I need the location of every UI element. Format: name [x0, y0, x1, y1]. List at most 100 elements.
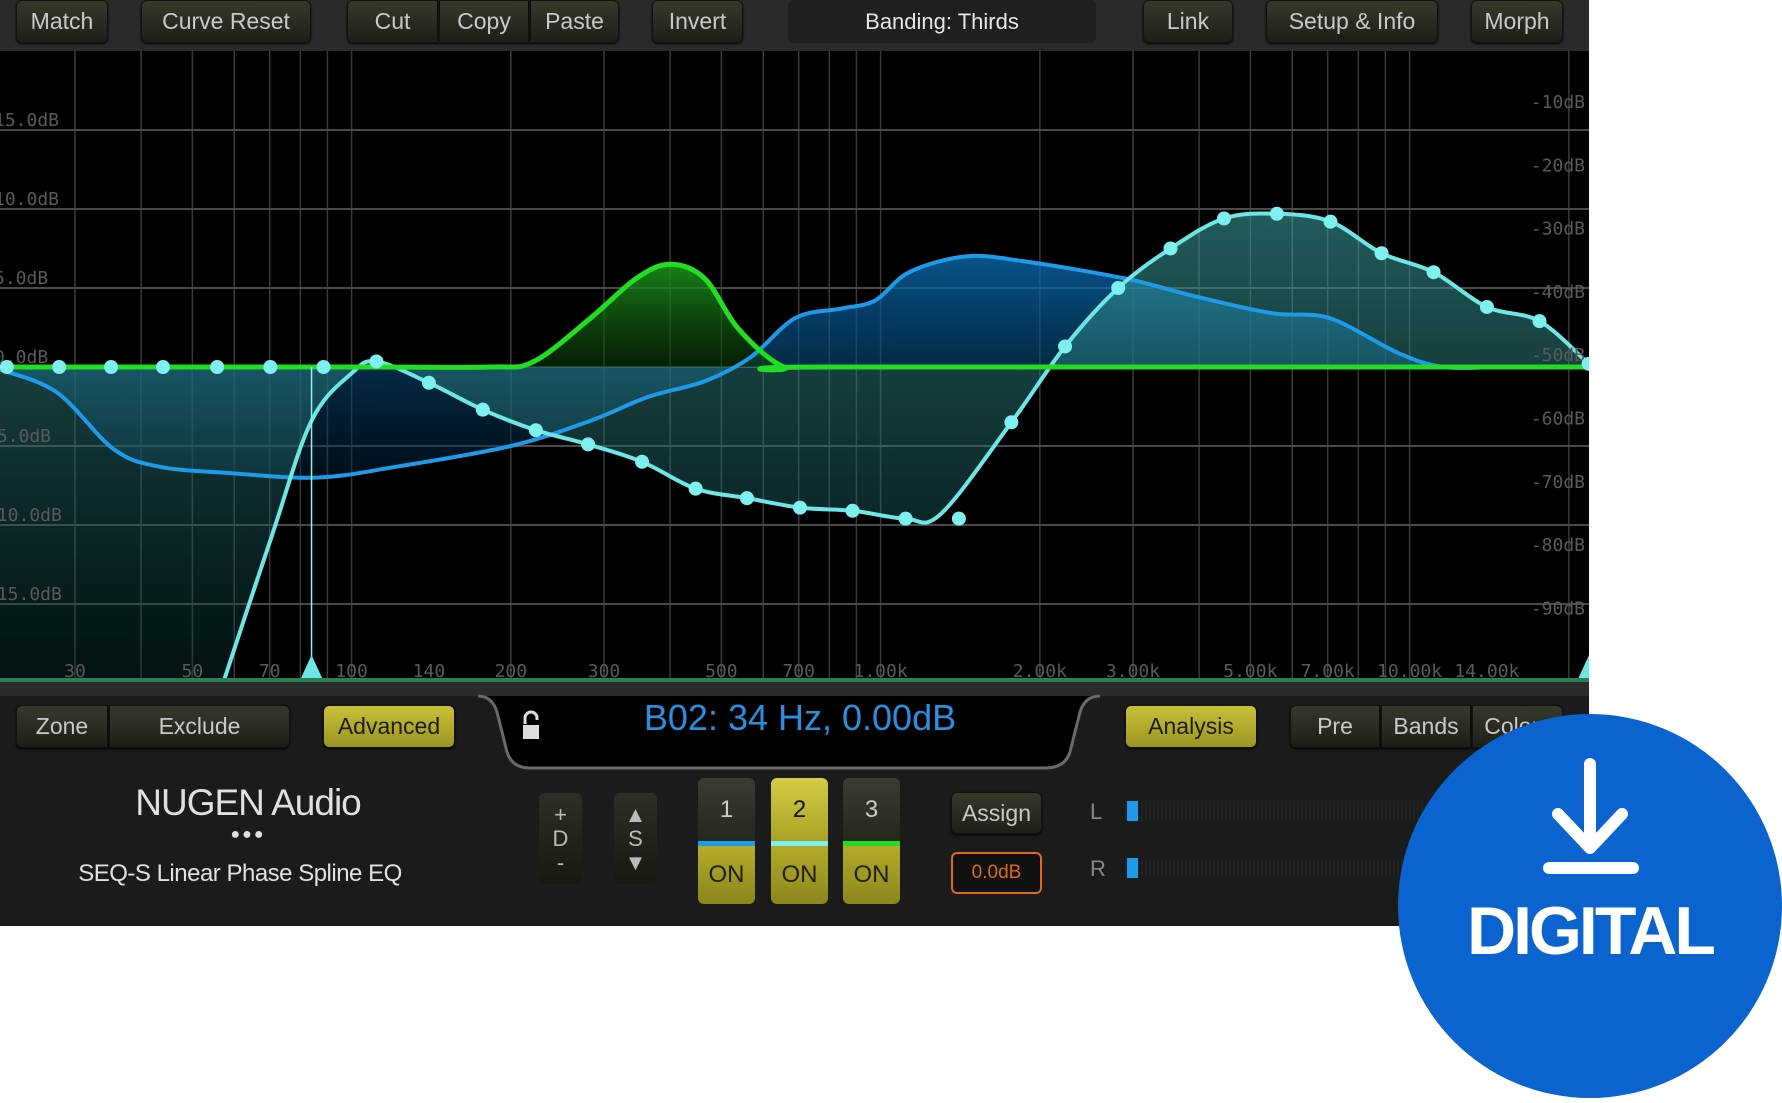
paste-button[interactable]: Paste: [530, 0, 619, 43]
y-tick-label-right: -50dB: [1531, 345, 1585, 366]
y-tick-label-left: 5.0dB: [0, 268, 48, 289]
d-minus[interactable]: -: [556, 849, 565, 875]
setup-info-button[interactable]: Setup & Info: [1266, 0, 1438, 43]
band-2-node[interactable]: [635, 454, 650, 469]
band-2-node[interactable]: [316, 360, 331, 374]
band-2-node[interactable]: [475, 402, 490, 417]
x-tick-label: 50: [182, 661, 204, 682]
x-tick-label: 500: [705, 661, 738, 682]
x-tick-label: 5.00k: [1223, 661, 1277, 682]
top-toolbar: Match Curve Reset Cut Copy Paste Invert …: [0, 0, 1589, 51]
s-up-icon[interactable]: ▲: [624, 801, 647, 827]
band-2-node[interactable]: [739, 491, 754, 506]
band-color-stripe: [843, 841, 900, 846]
exclude-button[interactable]: Exclude: [109, 705, 290, 748]
band-2-node[interactable]: [421, 375, 436, 390]
x-tick-label: 700: [782, 661, 815, 682]
band-button-1[interactable]: 1 ON: [698, 778, 755, 904]
meter-l: [1125, 801, 1425, 821]
band-number[interactable]: 2: [771, 778, 828, 841]
band-2-node[interactable]: [155, 360, 170, 374]
band-2-node[interactable]: [369, 354, 384, 369]
band-on-toggle[interactable]: ON: [698, 846, 755, 904]
lock-icon[interactable]: [520, 710, 542, 742]
band-button-3[interactable]: 3 ON: [843, 778, 900, 904]
band-2-node[interactable]: [845, 503, 860, 518]
cut-button[interactable]: Cut: [347, 0, 438, 43]
band-2-node[interactable]: [0, 360, 14, 374]
banding-selector[interactable]: Banding: Thirds: [788, 0, 1096, 43]
band-2-node[interactable]: [1479, 299, 1494, 314]
analysis-button[interactable]: Analysis: [1125, 705, 1257, 748]
d-label: D: [552, 825, 569, 851]
d-stepper[interactable]: + D -: [539, 793, 582, 884]
bands-button[interactable]: Bands: [1381, 705, 1471, 748]
x-tick-label: 200: [495, 661, 528, 682]
band-2-node[interactable]: [263, 360, 278, 374]
gain-field[interactable]: 0.0dB: [951, 852, 1042, 894]
link-button[interactable]: Link: [1143, 0, 1233, 43]
advanced-button[interactable]: Advanced: [323, 705, 455, 748]
band-button-2[interactable]: 2 ON: [771, 778, 828, 904]
x-tick-label: 10.00k: [1377, 661, 1442, 682]
y-tick-label-right: -10dB: [1531, 92, 1585, 113]
meter-r: [1125, 858, 1425, 878]
invert-button[interactable]: Invert: [652, 0, 743, 43]
pre-button[interactable]: Pre: [1290, 705, 1380, 748]
band-2-node[interactable]: [1004, 415, 1019, 430]
d-plus[interactable]: +: [554, 801, 567, 827]
curve-reset-button[interactable]: Curve Reset: [141, 0, 311, 43]
match-button[interactable]: Match: [16, 0, 108, 43]
high-marker-handle[interactable]: [1578, 655, 1589, 679]
band-color-stripe: [771, 841, 828, 846]
bottom-panel: Zone Exclude Advanced B02: 34 Hz, 0.00dB…: [0, 682, 1589, 926]
copy-button[interactable]: Copy: [439, 0, 529, 43]
s-stepper[interactable]: ▲ S ▼: [614, 793, 657, 884]
band-2-node[interactable]: [1532, 314, 1547, 329]
y-tick-label-left: -5.0dB: [0, 426, 51, 447]
band-2-node[interactable]: [898, 511, 913, 526]
band-2-node[interactable]: [688, 481, 703, 496]
band-2-node[interactable]: [1269, 206, 1284, 221]
band-number[interactable]: 1: [698, 778, 755, 841]
band-2-node[interactable]: [210, 360, 225, 374]
band-2-node[interactable]: [581, 437, 596, 452]
band-2-node[interactable]: [1374, 246, 1389, 261]
band-2-node[interactable]: [1163, 241, 1178, 256]
assign-button[interactable]: Assign: [951, 792, 1042, 834]
product-name: SEQ-S Linear Phase Spline EQ: [78, 860, 402, 887]
band-on-toggle[interactable]: ON: [771, 846, 828, 904]
y-tick-label-right: -80dB: [1531, 535, 1585, 556]
band-2-node[interactable]: [1581, 356, 1589, 371]
band-number[interactable]: 3: [843, 778, 900, 841]
band-2-node[interactable]: [1426, 265, 1441, 280]
band-2-node[interactable]: [1216, 211, 1231, 226]
eq-graph[interactable]: 30 50 70 100 140 200 300 500 700 1.00k 2.00k 3.00k 5…: [0, 51, 1589, 682]
x-tick-label: 3.00k: [1106, 661, 1160, 682]
low-cut-marker-handle[interactable]: [300, 655, 323, 679]
x-tick-label: 7.00k: [1301, 661, 1355, 682]
band-2-node[interactable]: [528, 423, 543, 438]
band-1-curve[interactable]: [0, 253, 1589, 480]
band-2-node[interactable]: [104, 360, 119, 374]
band-2-node[interactable]: [52, 360, 67, 374]
band-3-curve[interactable]: [0, 261, 1589, 373]
x-tick-label: 100: [335, 661, 368, 682]
s-down-icon[interactable]: ▼: [624, 849, 647, 875]
band-2-node[interactable]: [1058, 339, 1073, 354]
band-2-node[interactable]: [951, 511, 966, 526]
y-tick-label-right: -60dB: [1531, 409, 1585, 430]
y-tick-label-right: -90dB: [1531, 598, 1585, 619]
y-tick-label-right: -30dB: [1531, 219, 1585, 240]
band-on-toggle[interactable]: ON: [843, 846, 900, 904]
zone-button[interactable]: Zone: [16, 705, 108, 748]
y-tick-label-right: -40dB: [1531, 282, 1585, 303]
band-2-node[interactable]: [792, 500, 807, 515]
morph-button[interactable]: Morph: [1471, 0, 1563, 43]
x-tick-label: 140: [413, 661, 446, 682]
band-2-node[interactable]: [1323, 214, 1338, 229]
x-tick-label: 70: [259, 661, 281, 682]
meter-r-label: R: [1090, 856, 1106, 881]
band-2-node[interactable]: [1111, 281, 1126, 295]
x-tick-label: 14.00k: [1454, 661, 1519, 682]
